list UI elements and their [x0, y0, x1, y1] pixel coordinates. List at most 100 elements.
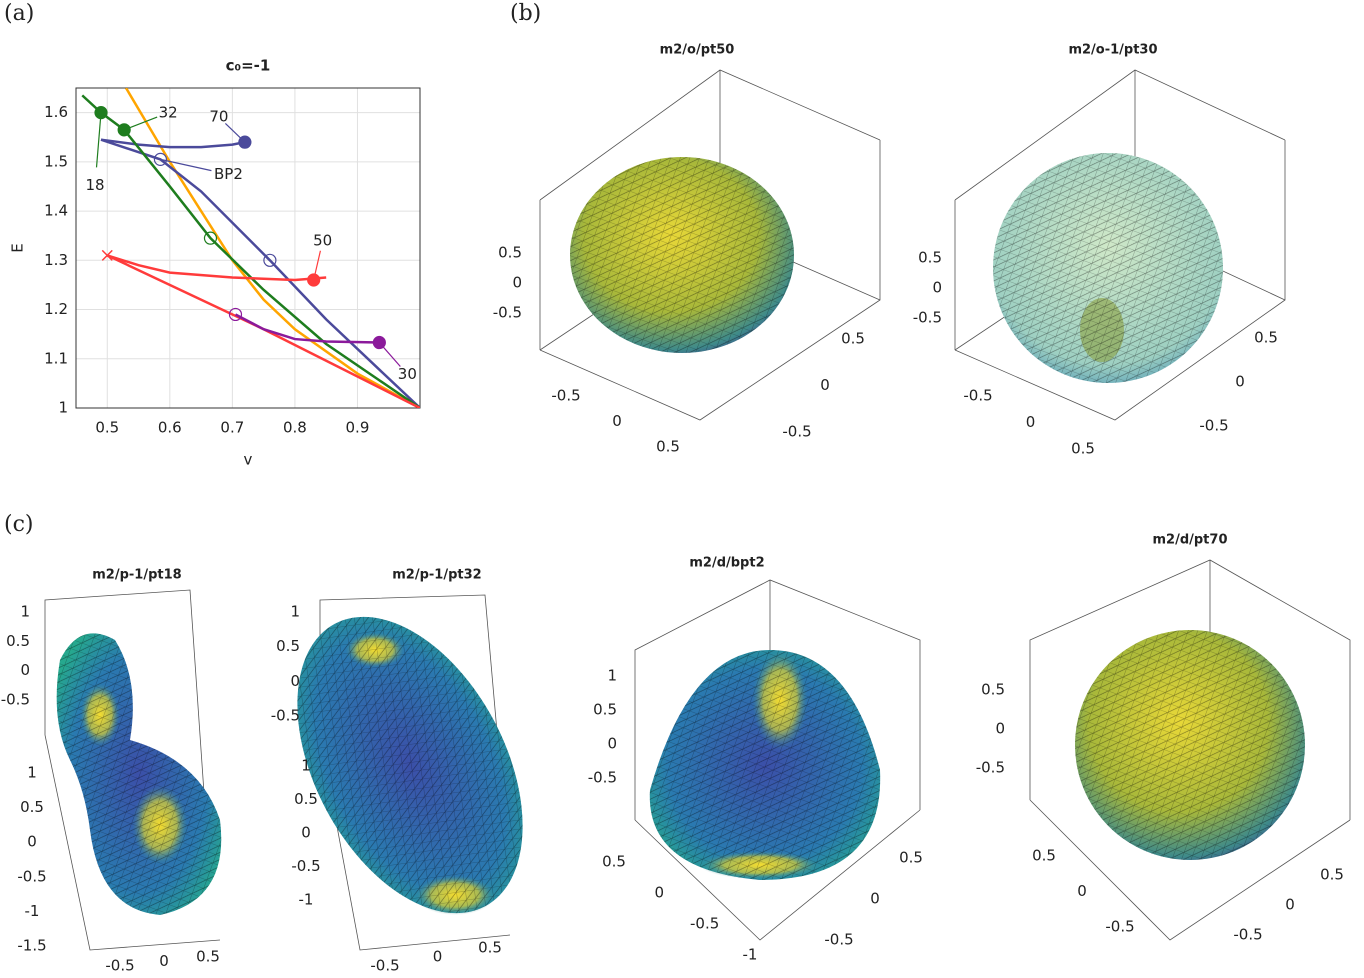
- z-tick-label: 0: [290, 672, 300, 690]
- y-tick-label: 1.4: [44, 202, 68, 220]
- surface-mesh: [570, 157, 794, 353]
- surface-mesh: [1075, 630, 1305, 860]
- y-tick-label: 0: [301, 824, 311, 842]
- x-tick-label: 0.9: [346, 419, 370, 437]
- y-tick-label: 0: [27, 833, 37, 851]
- x-tick-label: -0.5: [105, 957, 134, 975]
- y-tick-label: -0.5: [1233, 926, 1262, 944]
- y-tick-label: 1: [27, 764, 37, 782]
- z-tick-label: 0: [932, 279, 942, 297]
- y-tick-label: 1.5: [44, 152, 68, 170]
- z-tick-label: 1: [20, 603, 30, 621]
- panel-title: m2/p-1/pt32: [392, 568, 481, 583]
- z-tick-label: -0.5: [493, 304, 522, 322]
- panel-label: (c): [4, 512, 34, 537]
- x-tick-label: 0: [612, 412, 622, 430]
- y-tick-label: 0: [870, 890, 880, 908]
- x-tick-label: 0.6: [158, 419, 182, 437]
- panel-title: m2/o/pt50: [660, 43, 735, 58]
- x-tick-label: 0: [159, 952, 169, 970]
- y-tick-label: -0.5: [824, 931, 853, 949]
- annotation-label: 70: [209, 108, 228, 126]
- y-tick-label: -0.5: [291, 857, 320, 875]
- z-tick-label: 1: [607, 667, 617, 685]
- x-tick-label: 0: [655, 884, 665, 902]
- x-tick-label: 0.5: [95, 419, 119, 437]
- annotation-point: [239, 136, 251, 148]
- annotation-label: 32: [159, 103, 178, 121]
- y-tick-label: 0: [1285, 896, 1295, 914]
- x-tick-label: 0.5: [1032, 847, 1056, 865]
- x-tick-label: -0.5: [690, 915, 719, 933]
- y-tick-label: 1.6: [44, 103, 68, 121]
- x-tick-label: 0.5: [196, 948, 220, 966]
- y-tick-label: 0.5: [20, 798, 44, 816]
- x-tick-label: 0.7: [220, 419, 244, 437]
- z-tick-label: 0.5: [918, 249, 942, 267]
- x-tick-label: -1: [743, 946, 758, 964]
- z-tick-label: 0: [512, 274, 522, 292]
- z-tick-label: 0: [995, 720, 1005, 738]
- annotation-point: [308, 274, 320, 286]
- chart-title: c₀=-1: [226, 57, 271, 75]
- annotation-label: BP2: [214, 165, 243, 183]
- panel-title: m2/p-1/pt18: [92, 568, 181, 583]
- y-tick-label: 0.5: [841, 330, 865, 348]
- z-tick-label: -0.5: [1, 691, 30, 709]
- z-tick-label: 0.5: [593, 701, 617, 719]
- x-tick-label: -0.5: [1105, 918, 1134, 936]
- x-tick-label: -0.5: [370, 957, 399, 975]
- annotation-label: 18: [85, 176, 104, 194]
- surface-mesh: [650, 650, 880, 880]
- x-tick-label: -0.5: [551, 387, 580, 405]
- z-tick-label: 0: [20, 661, 30, 679]
- y-tick-label: 0.5: [899, 849, 923, 867]
- z-tick-label: 0.5: [981, 681, 1005, 699]
- y-tick-label: 1.3: [44, 251, 68, 269]
- annotation-label: 30: [398, 365, 417, 383]
- x-tick-label: 0: [1077, 882, 1087, 900]
- y-tick-label: 0: [1235, 373, 1245, 391]
- x-tick-label: 0.5: [602, 853, 626, 871]
- panel-title: m2/d/pt70: [1152, 533, 1227, 548]
- z-tick-label: -0.5: [976, 759, 1005, 777]
- surface-mesh: [57, 633, 222, 915]
- surface-panel: m2/d/bpt210.50-0.50.50-0.5-10.50-0.5: [588, 556, 923, 964]
- z-tick-label: 0: [607, 735, 617, 753]
- panel-title: m2/d/bpt2: [689, 556, 764, 571]
- y-tick-label: 1.1: [44, 349, 68, 367]
- surface-mesh: [993, 153, 1223, 383]
- annotation-point: [118, 124, 130, 136]
- y-tick-label: -0.5: [17, 867, 46, 885]
- y-tick-label: -1.5: [17, 937, 46, 955]
- annotation-point: [373, 337, 385, 349]
- y-tick-label: 1: [301, 757, 311, 775]
- y-tick-label: 0.5: [1320, 866, 1344, 884]
- y-tick-label: 0.5: [1254, 329, 1278, 347]
- y-tick-label: 1: [58, 399, 68, 417]
- x-tick-label: 0.5: [1071, 440, 1095, 458]
- x-axis-label: v: [244, 451, 253, 469]
- y-axis-label: E: [9, 243, 27, 252]
- annotation-point: [95, 107, 107, 119]
- y-tick-label: -1: [299, 891, 314, 909]
- y-tick-label: 0: [820, 376, 830, 394]
- annotation-arrow: [97, 113, 102, 168]
- x-tick-label: 0: [1026, 413, 1036, 431]
- x-tick-label: -0.5: [963, 387, 992, 405]
- x-tick-label: 0.5: [478, 939, 502, 957]
- z-tick-label: -0.5: [271, 707, 300, 725]
- z-tick-label: 0.5: [498, 244, 522, 262]
- figure: (a) (b) (c) 11.11.21.31.41.51.60.50.60.7…: [0, 0, 1364, 978]
- z-tick-label: 0.5: [6, 632, 30, 650]
- panel-label: (a): [4, 1, 34, 26]
- surface-panel: m2/d/pt70 0.5 0 -0.5 0.5 0 -0.5 0.5 0 -0.5: [976, 533, 1350, 944]
- panel-title: m2/o-1/pt30: [1068, 43, 1157, 58]
- z-tick-label: 1: [290, 603, 300, 621]
- annotation-label: 50: [313, 232, 332, 250]
- x-tick-label: 0.8: [283, 419, 307, 437]
- y-tick-label: 1.2: [44, 300, 68, 318]
